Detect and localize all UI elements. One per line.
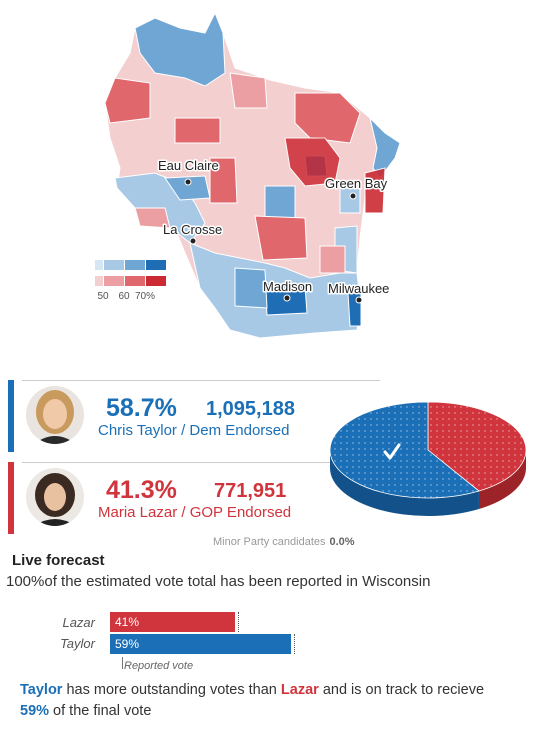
- county-rep: [134, 207, 171, 229]
- city-marker: [189, 237, 197, 245]
- candidate-row-taylor[interactable]: 58.7% 1,095,188 Chris Taylor / Dem Endor…: [8, 380, 380, 452]
- county-rep: [319, 245, 346, 274]
- county-dem: [264, 185, 296, 219]
- city-marker: [184, 178, 192, 186]
- city-label: Madison: [263, 279, 312, 294]
- minor-party-value: 0.0%: [329, 536, 355, 548]
- summary-winner: Taylor: [20, 682, 63, 698]
- bar-lazar: 41%: [110, 612, 235, 632]
- bar-value-label: 59%: [115, 637, 140, 651]
- candidate-percent: 41.3%: [106, 476, 177, 504]
- county-rep: [284, 137, 341, 187]
- legend-tick-label: 50: [97, 291, 109, 302]
- city-marker: [283, 294, 291, 302]
- county-dem: [134, 11, 226, 87]
- legend-swatch-dem: [125, 260, 145, 270]
- legend-tick-label: 60: [118, 291, 130, 302]
- summary-percent: 59%: [20, 703, 50, 719]
- city-label: Milwaukee: [328, 281, 389, 296]
- city-label: Eau Claire: [158, 158, 219, 173]
- vote-share-pie: [329, 401, 527, 516]
- county-rep: [364, 167, 386, 214]
- reported-vote-tick: [122, 657, 123, 669]
- legend-tick-label: 70%: [135, 291, 155, 302]
- pie-slice-texture: [330, 402, 479, 498]
- divider: [22, 380, 380, 381]
- bar-label-taylor: Taylor: [60, 636, 95, 651]
- pie-slice-side: [478, 450, 526, 510]
- party-accent-gop: [8, 462, 14, 534]
- reported-vote-label: Reported vote: [124, 660, 194, 672]
- county-rep: [229, 72, 268, 109]
- minor-party-label: Minor Party candidates: [213, 536, 326, 548]
- party-accent-dem: [8, 380, 14, 452]
- forecast-text: of the estimated vote total has been rep…: [44, 573, 431, 590]
- forecast-summary: Taylor has more outstanding votes than L…: [20, 680, 490, 722]
- candidate-votes: 771,951: [214, 480, 287, 502]
- summary-text: and is on track to recieve: [318, 682, 485, 698]
- pie-slice-texture: [428, 402, 526, 492]
- minor-party-line: Minor Party candidates 0.0%: [213, 536, 355, 548]
- county-rep: [294, 92, 361, 144]
- city-marker: [355, 296, 363, 304]
- bar-taylor: 59%: [110, 634, 292, 654]
- city-label: La Crosse: [163, 222, 222, 237]
- forecast-percent: 100%: [6, 573, 45, 590]
- bar-value-label: 41%: [115, 615, 140, 629]
- forecast-status: 100%of the estimated vote total has been…: [6, 573, 430, 590]
- candidate-name: Maria Lazar / GOP Endorsed: [98, 504, 292, 521]
- pie-slice-side: [330, 450, 479, 516]
- legend-swatch-dem: [95, 260, 103, 270]
- summary-loser: Lazar: [280, 682, 319, 698]
- forecast-title: Live forecast: [12, 552, 105, 569]
- bar-end-marker: [294, 634, 296, 654]
- city-label: Green Bay: [325, 176, 388, 191]
- county-dem: [369, 116, 401, 179]
- legend-swatch-rep: [104, 276, 124, 286]
- candidate-name: Chris Taylor / Dem Endorsed: [98, 422, 290, 439]
- candidate-votes: 1,095,188: [206, 398, 295, 420]
- legend-swatch-dem: [104, 260, 124, 270]
- county-rep: [174, 117, 221, 144]
- candidate-row-lazar[interactable]: 41.3% 771,951 Maria Lazar / GOP Endorsed: [8, 462, 380, 534]
- legend-swatch-dem: [146, 260, 166, 270]
- legend-swatch-rep: [125, 276, 145, 286]
- candidate-percent: 58.7%: [106, 394, 177, 422]
- county-rep: [104, 77, 151, 124]
- county-rep: [209, 157, 238, 204]
- legend-swatch-rep: [95, 276, 103, 286]
- summary-text: of the final vote: [49, 703, 152, 719]
- county-rep: [254, 215, 308, 261]
- winner-check-icon: [383, 443, 401, 460]
- summary-text: has more outstanding votes than: [62, 682, 281, 698]
- bar-label-lazar: Lazar: [62, 615, 95, 630]
- city-marker: [349, 192, 357, 200]
- county-dem: [234, 267, 268, 309]
- divider: [22, 462, 380, 463]
- county-dem: [339, 187, 361, 214]
- candidate-photo-taylor: [26, 386, 84, 444]
- bar-end-marker: [237, 612, 240, 632]
- candidate-photo-lazar: [26, 468, 84, 526]
- legend-swatch-rep: [146, 276, 166, 286]
